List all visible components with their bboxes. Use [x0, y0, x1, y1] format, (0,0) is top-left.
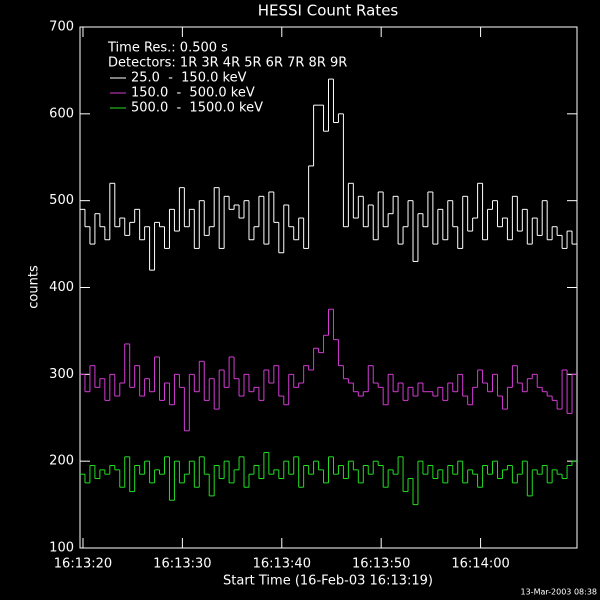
- y-tick-label: 500: [49, 193, 74, 208]
- x-axis-label: Start Time (16-Feb-03 16:13:19): [223, 574, 433, 589]
- legend-entry: 500.0 - 1500.0 keV: [131, 101, 263, 116]
- y-axis-label: counts: [27, 265, 42, 309]
- x-tick-label: 16:13:50: [352, 557, 410, 572]
- y-tick-label: 300: [49, 367, 74, 382]
- legend-entry: 150.0 - 500.0 keV: [131, 86, 255, 101]
- y-tick-label: 700: [49, 20, 74, 35]
- y-tick-label: 200: [49, 454, 74, 469]
- legend-entry: 25.0 - 150.0 keV: [131, 71, 247, 86]
- chart-title: HESSI Count Rates: [258, 2, 399, 20]
- x-tick-label: 16:13:40: [253, 557, 311, 572]
- annotation: Time Res.: 0.500 s: [107, 41, 228, 56]
- x-tick-label: 16:14:00: [451, 557, 509, 572]
- annotation: Detectors: 1R 3R 4R 5R 6R 7R 8R 9R: [108, 56, 347, 71]
- timestamp: 13-Mar-2003 08:38: [521, 588, 598, 597]
- y-tick-label: 400: [49, 280, 74, 295]
- x-tick-label: 16:13:20: [54, 557, 112, 572]
- x-tick-label: 16:13:30: [153, 557, 211, 572]
- y-tick-label: 100: [49, 541, 74, 556]
- y-tick-label: 600: [49, 106, 74, 121]
